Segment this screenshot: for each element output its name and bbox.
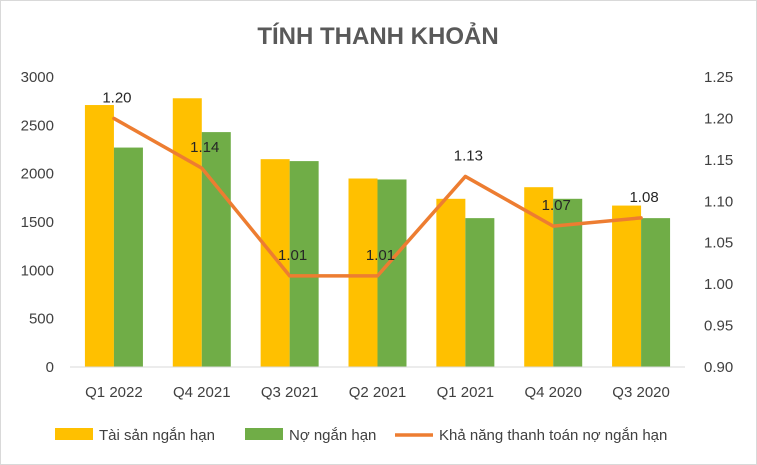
x-tick-label: Q3 2021 <box>261 384 319 401</box>
x-tick-label: Q1 2022 <box>85 384 143 401</box>
bar-no-ngan-han <box>377 179 407 367</box>
y-left-tick-label: 3000 <box>21 69 54 86</box>
x-tick-label: Q1 2021 <box>437 384 495 401</box>
ratio-data-label: 1.01 <box>366 247 395 264</box>
bar-tai-san-ngan-han <box>84 105 114 368</box>
legend-tai-san-ngan-han-label: Tài sản ngắn hạn <box>99 427 215 444</box>
bar-no-ngan-han <box>201 132 231 367</box>
y-right-tick-label: 1.10 <box>704 193 733 210</box>
x-tick-label: Q2 2021 <box>349 384 407 401</box>
y-left-tick-label: 1500 <box>21 214 54 231</box>
y-left-tick-label: 500 <box>29 311 54 328</box>
bar-tai-san-ngan-han <box>260 159 290 367</box>
bar-no-ngan-han <box>289 161 319 367</box>
y-right-tick-label: 1.05 <box>704 235 733 252</box>
y-right-tick-label: 1.15 <box>704 152 733 169</box>
bar-tai-san-ngan-han <box>612 205 642 367</box>
y-right-tick-label: 1.20 <box>704 110 733 127</box>
legend-no-ngan-han-swatch <box>245 428 283 440</box>
legend-no-ngan-han-label: Nợ ngắn hạn <box>289 427 376 444</box>
legend: Tài sản ngắn hạn Nợ ngắn hạn Khả năng than… <box>55 427 667 444</box>
y-right-tick-label: 0.95 <box>704 318 733 335</box>
bar-no-ngan-han <box>641 218 671 367</box>
ratio-data-label: 1.14 <box>190 139 219 156</box>
x-tick-label: Q4 2021 <box>173 384 231 401</box>
ratio-line <box>112 116 643 278</box>
ratio-data-label: 1.13 <box>454 147 483 164</box>
x-tick-label: Q3 2020 <box>612 384 670 401</box>
bar-no-ngan-han <box>113 147 143 367</box>
bar-tai-san-ngan-han <box>172 98 202 368</box>
y-left-tick-label: 0 <box>46 359 54 376</box>
ratio-data-label: 1.08 <box>629 189 658 206</box>
chart-title: TÍNH THANH KHOẢN <box>257 21 498 50</box>
legend-tai-san-ngan-han-swatch <box>55 428 93 440</box>
ratio-data-label: 1.01 <box>278 247 307 264</box>
ratio-data-label: 1.07 <box>542 197 571 214</box>
left-axis: 0 500 1000 1500 2000 2500 3000 <box>21 69 54 376</box>
bars <box>84 98 671 368</box>
y-right-tick-label: 0.90 <box>704 359 733 376</box>
bar-tai-san-ngan-han <box>348 178 378 367</box>
right-axis: 0.90 0.95 1.00 1.05 1.10 1.15 1.20 1.25 <box>704 69 733 376</box>
ratio-data-label: 1.20 <box>102 89 131 106</box>
y-right-tick-label: 1.25 <box>704 69 733 86</box>
y-left-tick-label: 2500 <box>21 117 54 134</box>
bar-tai-san-ngan-han <box>436 198 466 367</box>
line-series: 1.20 1.14 1.01 1.01 1.13 1.07 1.08 <box>102 89 659 278</box>
bar-no-ngan-han <box>465 218 495 367</box>
x-axis: Q1 2022 Q4 2021 Q3 2021 Q2 2021 Q1 2021 Q4 20… <box>85 384 670 401</box>
legend-kha-nang-thanh-toan-label: Khả năng thanh toán nợ ngắn hạn <box>439 427 667 444</box>
x-tick-label: Q4 2020 <box>524 384 582 401</box>
y-left-tick-label: 1000 <box>21 262 54 279</box>
y-right-tick-label: 1.00 <box>704 276 733 293</box>
y-left-tick-label: 2000 <box>21 166 54 183</box>
